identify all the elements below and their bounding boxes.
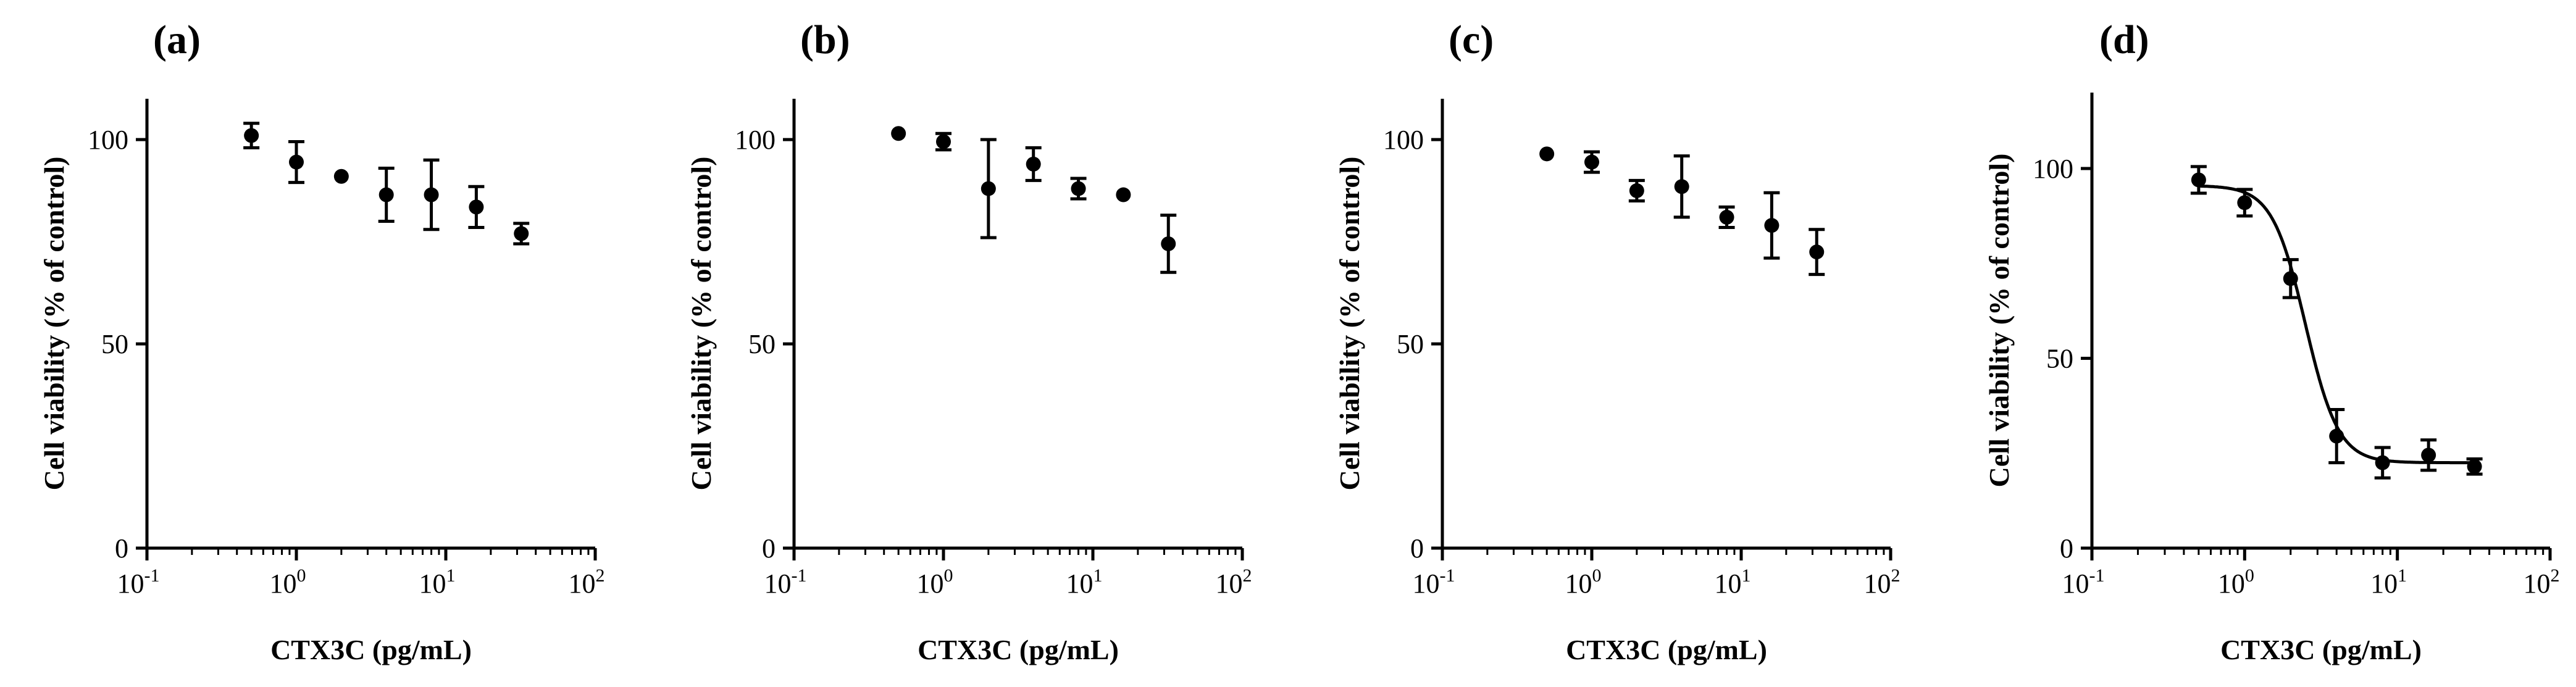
- data-point: [936, 134, 951, 149]
- data-point: [1026, 156, 1041, 172]
- x-axis-title: CTX3C (pg/mL): [270, 634, 472, 665]
- data-point: [424, 187, 439, 202]
- data-point: [469, 199, 484, 215]
- data-point: [1809, 244, 1825, 260]
- y-axis-title: Cell viability (% of control): [1983, 154, 2015, 488]
- x-axis-title: CTX3C (pg/mL): [918, 634, 1119, 665]
- y-tick-label: 0: [1410, 533, 1424, 564]
- data-point: [1674, 179, 1689, 194]
- x-tick-label: 102: [2524, 565, 2560, 599]
- chart-panel-1: (a) 0 50 100 10-1 100 101 102 CTX3C (pg/mL) Cell …: [38, 17, 605, 665]
- data-point: [2467, 459, 2482, 474]
- data-point: [244, 128, 259, 143]
- data-point: [378, 187, 394, 202]
- x-tick-label: 10-1: [764, 565, 807, 599]
- x-tick-label: 100: [1565, 565, 1602, 599]
- x-tick-label: 102: [1864, 565, 1901, 599]
- chart-panel-3: (c) 0 50 100 10-1 100 101 102 CTX3C (pg/mL) Cell …: [1334, 17, 1901, 665]
- data-point: [981, 181, 996, 196]
- y-tick-label: 100: [735, 125, 776, 155]
- panel-label: (d): [2099, 17, 2149, 62]
- y-tick-label: 100: [1383, 125, 1424, 155]
- y-axis-title: Cell viability (% of control): [38, 157, 70, 491]
- x-tick-label: 100: [270, 565, 306, 599]
- x-tick-label: 10-1: [117, 565, 160, 599]
- x-tick-label: 10-1: [2062, 565, 2105, 599]
- y-axis-title: Cell viability (% of control): [1334, 157, 1365, 491]
- y-axis-title: Cell viability (% of control): [685, 157, 717, 491]
- data-point: [1116, 187, 1131, 202]
- y-tick-label: 50: [1397, 329, 1424, 359]
- data-point: [289, 154, 304, 170]
- data-point: [2375, 455, 2390, 470]
- data-point: [2191, 172, 2206, 188]
- x-tick-label: 101: [1715, 565, 1751, 599]
- data-point: [1719, 209, 1734, 225]
- x-axis-title: CTX3C (pg/mL): [2220, 634, 2422, 665]
- x-tick-label: 102: [569, 565, 605, 599]
- x-tick-label: 100: [917, 565, 953, 599]
- x-axis-title: CTX3C (pg/mL): [1566, 634, 1767, 665]
- data-point: [891, 126, 906, 141]
- data-point: [1584, 154, 1599, 170]
- panel-label: (c): [1449, 17, 1494, 62]
- data-point: [2237, 195, 2252, 210]
- y-tick-label: 0: [2060, 533, 2073, 564]
- panel-label: (a): [153, 17, 201, 62]
- x-tick-label: 10-1: [1413, 565, 1455, 599]
- chart-panel-2: (b) 0 50 100 10-1 100 101 102 CTX3C (pg/mL) Cell …: [685, 17, 1252, 665]
- data-point: [1764, 218, 1779, 233]
- data-point: [1629, 183, 1644, 198]
- x-tick-label: 101: [419, 565, 456, 599]
- y-tick-label: 50: [101, 329, 128, 359]
- x-tick-label: 100: [2218, 565, 2254, 599]
- x-tick-label: 101: [1066, 565, 1103, 599]
- y-tick-label: 50: [2046, 344, 2073, 374]
- panel-label: (b): [800, 17, 850, 62]
- data-point: [2283, 271, 2298, 286]
- y-tick-label: 100: [88, 125, 128, 155]
- y-tick-label: 0: [762, 533, 776, 564]
- data-point: [1161, 236, 1176, 251]
- data-point: [333, 169, 349, 184]
- x-tick-label: 101: [2370, 565, 2407, 599]
- data-point: [514, 226, 529, 241]
- data-point: [1071, 181, 1086, 196]
- chart-panel-4: (d) 0 50 100 10-1 100 101 102 CTX3C (pg/mL) Cell …: [1983, 17, 2560, 665]
- x-tick-label: 102: [1216, 565, 1252, 599]
- y-tick-label: 50: [748, 329, 776, 359]
- data-point: [2329, 428, 2344, 444]
- data-point: [2421, 448, 2436, 463]
- data-point: [1539, 146, 1555, 162]
- y-tick-label: 100: [2033, 154, 2073, 184]
- y-tick-label: 0: [115, 533, 128, 564]
